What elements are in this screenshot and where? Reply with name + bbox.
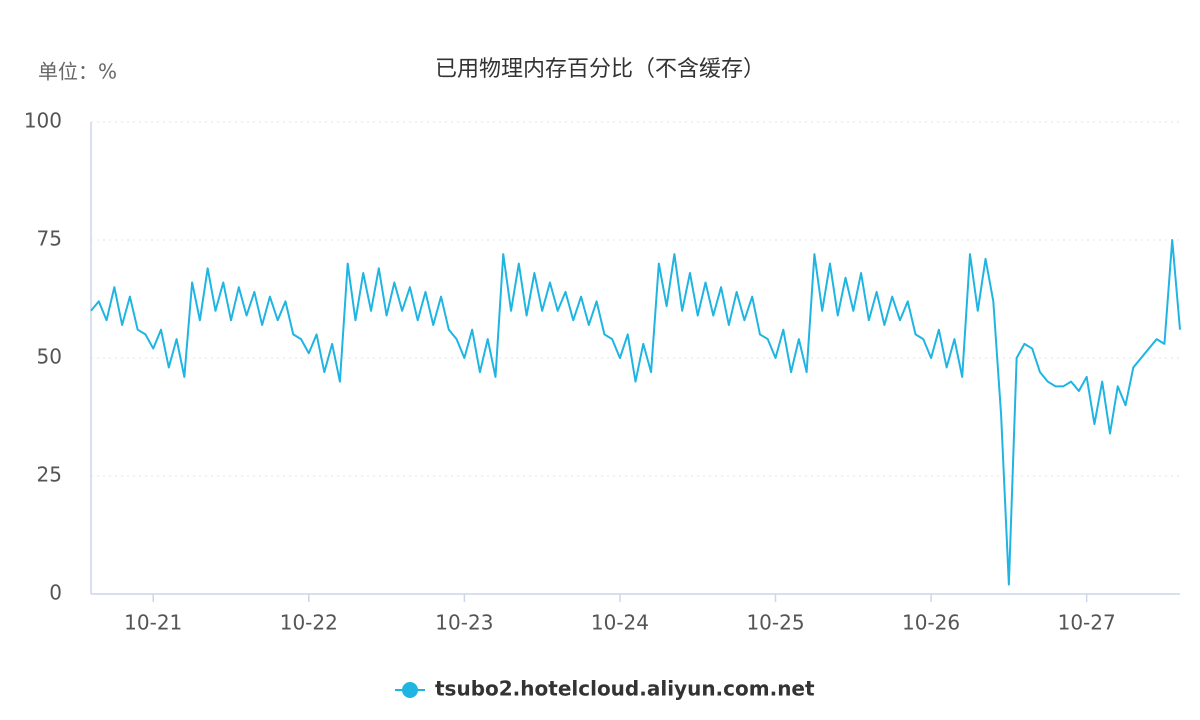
chart-title: 已用物理内存百分比（不含缓存） <box>435 57 765 82</box>
data-line <box>90 239 1181 586</box>
y-tick-label: 25 <box>37 463 62 487</box>
y-tick-label: 0 <box>49 581 62 605</box>
legend-marker <box>402 682 418 698</box>
y-tick-label: 50 <box>37 345 62 369</box>
x-tick-label: 10-27 <box>1058 611 1116 635</box>
x-tick-label: 10-25 <box>746 611 804 635</box>
legend-label[interactable]: tsubo2.hotelcloud.aliyun.com.net <box>435 677 815 701</box>
y-tick-label: 100 <box>24 109 62 133</box>
y-tick-label: 75 <box>37 227 62 251</box>
x-tick-label: 10-26 <box>902 611 960 635</box>
x-tick-label: 10-24 <box>591 611 649 635</box>
x-tick-label: 10-21 <box>124 611 182 635</box>
x-tick-label: 10-23 <box>435 611 493 635</box>
x-tick-label: 10-22 <box>280 611 338 635</box>
unit-label: 单位：% <box>38 60 117 84</box>
